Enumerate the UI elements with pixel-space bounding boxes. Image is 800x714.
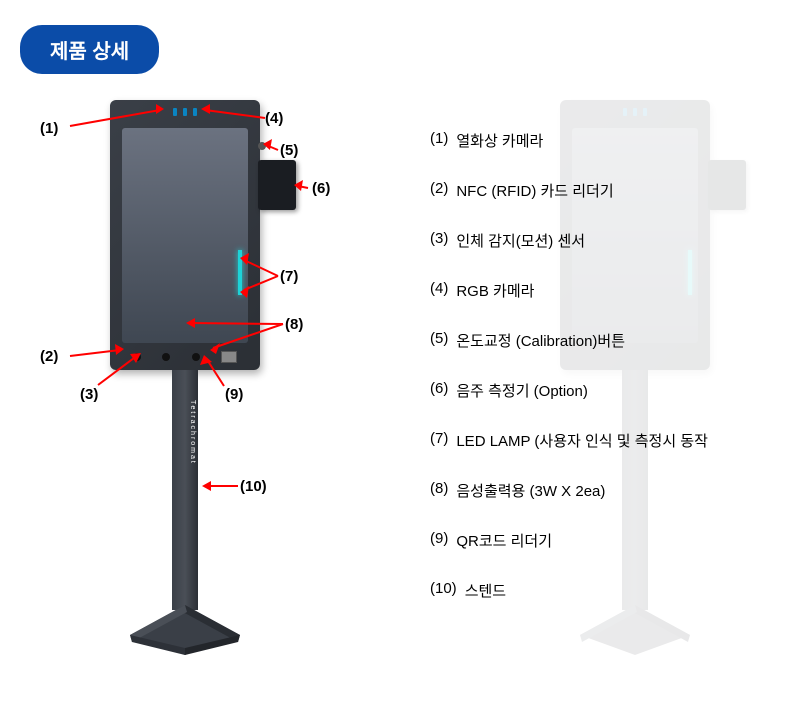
legend-item: (8) 음성출력용 (3W X 2ea) — [430, 480, 770, 501]
legend-item-text: 인체 감지(모션) 센서 — [456, 230, 585, 251]
callout-number-label: (9) — [225, 386, 243, 403]
legend-item: (9) QR코드 리더기 — [430, 530, 770, 551]
legend-item-number: (2) — [430, 180, 448, 201]
nfc-reader-dot — [133, 353, 141, 361]
legend-item-text: QR코드 리더기 — [456, 530, 552, 551]
legend-item: (6) 음주 측정기 (Option) — [430, 380, 770, 401]
qr-reader-module — [221, 351, 237, 363]
device-screen — [122, 128, 248, 343]
speaker-dot — [192, 353, 200, 361]
callout-number-label: (7) — [280, 268, 298, 285]
legend-item-text: NFC (RFID) 카드 리더기 — [456, 180, 613, 201]
legend-item-number: (6) — [430, 380, 448, 401]
product-diagram: Tetrachromat (1) (4) (5) (6) (7) (8) (2) (3) (9)… — [40, 90, 370, 700]
device-main-unit — [110, 100, 260, 370]
callout-number-label: (2) — [40, 348, 58, 365]
rgb-camera-slot — [165, 108, 205, 116]
callout-number-label: (4) — [265, 110, 283, 127]
legend-item-number: (3) — [430, 230, 448, 251]
legend-item-number: (8) — [430, 480, 448, 501]
legend-item-text: 온도교정 (Calibration)버튼 — [456, 330, 625, 351]
legend-item-number: (5) — [430, 330, 448, 351]
legend-item-text: 스텐드 — [465, 580, 506, 601]
legend-item-text: 음성출력용 (3W X 2ea) — [456, 480, 605, 501]
legend-item: (3) 인체 감지(모션) 센서 — [430, 230, 770, 251]
legend-item: (2) NFC (RFID) 카드 리더기 — [430, 180, 770, 201]
legend-list: (1) 열화상 카메라 (2) NFC (RFID) 카드 리더기 (3) 인체 감지(모… — [430, 130, 770, 630]
legend-item-text: RGB 카메라 — [456, 280, 534, 301]
callout-number-label: (6) — [312, 180, 330, 197]
callout-leader-line — [298, 186, 308, 188]
legend-item-text: LED LAMP (사용자 인식 및 측정시 동작 — [456, 430, 708, 451]
legend-item: (7) LED LAMP (사용자 인식 및 측정시 동작 — [430, 430, 770, 451]
legend-item-number: (1) — [430, 130, 448, 151]
device-bottom-panel — [122, 348, 248, 366]
led-lamp-strip — [238, 250, 242, 295]
motion-sensor-dot — [162, 353, 170, 361]
callout-number-label: (5) — [280, 142, 298, 159]
callout-number-label: (3) — [80, 386, 98, 403]
callout-number-label: (8) — [285, 316, 303, 333]
callout-number-label: (1) — [40, 120, 58, 137]
callout-leader-line — [266, 145, 278, 150]
legend-item: (10) 스텐드 — [430, 580, 770, 601]
legend-item-number: (10) — [430, 580, 457, 601]
legend-item-number: (4) — [430, 280, 448, 301]
callout-number-label: (10) — [240, 478, 267, 495]
section-title-badge: 제품 상세 — [20, 25, 159, 74]
legend-item: (5) 온도교정 (Calibration)버튼 — [430, 330, 770, 351]
legend-item-number: (9) — [430, 530, 448, 551]
legend-item-number: (7) — [430, 430, 448, 451]
alcohol-tester-module — [258, 160, 296, 210]
calibration-button — [258, 142, 266, 150]
legend-item-text: 열화상 카메라 — [456, 130, 543, 151]
legend-item: (4) RGB 카메라 — [430, 280, 770, 301]
legend-item-text: 음주 측정기 (Option) — [456, 380, 588, 401]
stand-brand-text: Tetrachromat — [174, 400, 196, 465]
stand-base — [120, 600, 250, 660]
legend-item: (1) 열화상 카메라 — [430, 130, 770, 151]
